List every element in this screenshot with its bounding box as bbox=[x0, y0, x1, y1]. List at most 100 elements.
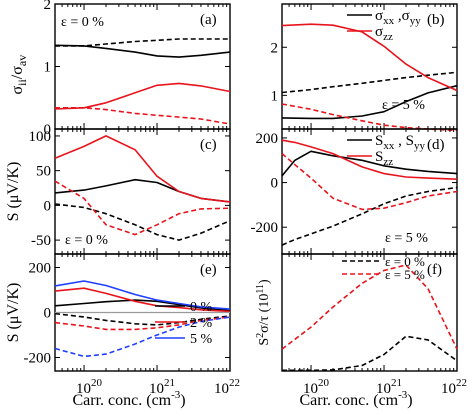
series-line-black-solid bbox=[281, 150, 458, 177]
legend-label: 2 % bbox=[190, 316, 213, 331]
x-tick-base: 10 bbox=[303, 381, 318, 397]
x-axis-label: Carr. conc. (cm-3) bbox=[73, 389, 186, 409]
panel-label: (d) bbox=[427, 137, 445, 153]
panel-f: (f)ε = 0 %ε = 5 %S2σ/τ (1011)1020 1021 102… bbox=[255, 253, 467, 409]
y-axis-label-sub: av bbox=[15, 55, 29, 66]
x-axis-label-text: Carr. conc. (cm bbox=[300, 392, 399, 409]
y-tick-label: 2 bbox=[271, 40, 279, 56]
y-axis-label-sup: 2 bbox=[255, 333, 266, 338]
y-axis-label-sup: 11 bbox=[255, 284, 266, 294]
series-line-black-dashed bbox=[54, 203, 231, 241]
series-line-blue-dashed bbox=[54, 316, 231, 358]
y-tick-label: 50 bbox=[36, 164, 51, 180]
y-tick-label: 0 bbox=[271, 176, 279, 192]
legend-text: ,σ bbox=[394, 8, 410, 24]
y-tick-label: -200 bbox=[251, 220, 279, 236]
panel-label: (a) bbox=[200, 12, 217, 28]
panel-a: 0 1 2 (a) ε = 0 % σii/σav bbox=[9, 0, 231, 138]
series-line-black-dashed bbox=[281, 186, 458, 246]
y-axis-label-text: σ/τ (10 bbox=[257, 294, 272, 333]
legend-sub: yy bbox=[410, 15, 422, 27]
series-line-black-dashed bbox=[281, 71, 458, 94]
x-tick-base: 10 bbox=[76, 381, 91, 397]
legend-label: σxx ,σyy bbox=[375, 8, 421, 27]
x-tick-base: 10 bbox=[376, 381, 391, 397]
y-tick-label: -50 bbox=[31, 233, 51, 249]
legend-text: σ bbox=[375, 24, 383, 40]
legend-label: ε = 0 % bbox=[385, 254, 425, 269]
legend-label: 5 % bbox=[190, 332, 213, 347]
series-line-red-solid bbox=[54, 135, 231, 203]
series-line-red-solid bbox=[281, 139, 458, 180]
x-tick-exponent: 22 bbox=[456, 377, 467, 389]
y-axis-label-text: /σ bbox=[9, 66, 26, 79]
strain-annotation: ε = 5 % bbox=[385, 231, 428, 246]
series-line-red-solid bbox=[54, 287, 231, 313]
y-axis-label: σii/σav bbox=[9, 55, 29, 95]
y-tick-label: -200 bbox=[24, 351, 52, 367]
y-axis-label: S2σ/τ (1011) bbox=[255, 279, 272, 346]
legend-label: σzz bbox=[375, 24, 393, 43]
y-axis-label: S (μV/K) bbox=[5, 283, 22, 343]
series-line-black-solid bbox=[54, 44, 231, 58]
series-line-black-dashed bbox=[54, 312, 231, 326]
y-tick-label: 0 bbox=[44, 198, 52, 214]
legend-label: Sxx , Syy bbox=[375, 133, 425, 152]
y-tick-label: 200 bbox=[29, 261, 52, 277]
x-tick-base: 10 bbox=[441, 381, 456, 397]
x-tick-exponent: 21 bbox=[391, 377, 402, 389]
x-tick-base: 10 bbox=[149, 381, 164, 397]
series-line-black-solid bbox=[54, 299, 231, 312]
strain-annotation: ε = 0 % bbox=[61, 15, 104, 30]
series-line-red-solid bbox=[281, 23, 458, 92]
y-axis-label: S (μV/K) bbox=[5, 162, 22, 222]
series-line-black-dashed bbox=[282, 335, 458, 372]
legend-text: S bbox=[375, 133, 383, 149]
legend-text: , S bbox=[394, 133, 414, 149]
series-line-red-dashed bbox=[54, 316, 231, 331]
x-axis-label-text: ) bbox=[407, 392, 412, 409]
x-axis-label-text: Carr. conc. (cm bbox=[73, 392, 172, 409]
series-line-red-dashed bbox=[281, 264, 458, 350]
x-tick-exponent: 21 bbox=[164, 377, 175, 389]
x-tick-label: 1021 bbox=[376, 377, 402, 397]
x-axis-label-text: ) bbox=[180, 392, 185, 409]
panel-c: -50 0 50 100 (c) ε = 0 % S (μV/K) bbox=[5, 128, 231, 255]
y-axis-label-text: S bbox=[257, 338, 272, 346]
x-tick-label: 1020 bbox=[76, 377, 103, 397]
y-tick-label: 0 bbox=[44, 306, 52, 322]
x-tick-label: 1021 bbox=[149, 377, 175, 397]
x-axis-label: Carr. conc. (cm-3) bbox=[300, 389, 413, 409]
legend-sub: zz bbox=[383, 31, 393, 43]
y-tick-label: 1 bbox=[44, 60, 52, 76]
legend-label: 0 % bbox=[190, 300, 213, 315]
legend-sub: zz bbox=[383, 156, 393, 168]
panel-label: (f) bbox=[427, 262, 442, 278]
x-tick-exponent: 20 bbox=[318, 377, 330, 389]
strain-annotation: ε = 5 % bbox=[382, 98, 425, 113]
legend-label: ε = 5 % bbox=[385, 267, 425, 282]
y-tick-label: 0 bbox=[44, 122, 52, 138]
panel-label: (c) bbox=[200, 137, 217, 153]
y-axis-label-text: ) bbox=[257, 279, 272, 284]
legend-text: S bbox=[375, 149, 383, 165]
y-tick-label: 200 bbox=[256, 131, 279, 147]
panel-label: (b) bbox=[427, 12, 445, 28]
y-axis-label-sub: ii bbox=[15, 79, 29, 86]
y-tick-label: 100 bbox=[29, 129, 52, 145]
x-tick-base: 10 bbox=[214, 381, 229, 397]
series-line-black-dashed bbox=[55, 38, 230, 47]
y-axis-label-text: σ bbox=[9, 86, 26, 95]
strain-annotation: ε = 0 % bbox=[65, 233, 108, 248]
y-tick-label: 2 bbox=[44, 0, 52, 13]
legend-sub: xx bbox=[383, 15, 395, 27]
series-line-red-dashed bbox=[281, 103, 458, 132]
legend-sub: yy bbox=[414, 140, 426, 152]
panel-frame bbox=[281, 253, 458, 372]
panel-label: (e) bbox=[200, 262, 217, 278]
x-tick-label: 1020 bbox=[303, 377, 330, 397]
x-tick-label: 1022 bbox=[441, 377, 467, 397]
